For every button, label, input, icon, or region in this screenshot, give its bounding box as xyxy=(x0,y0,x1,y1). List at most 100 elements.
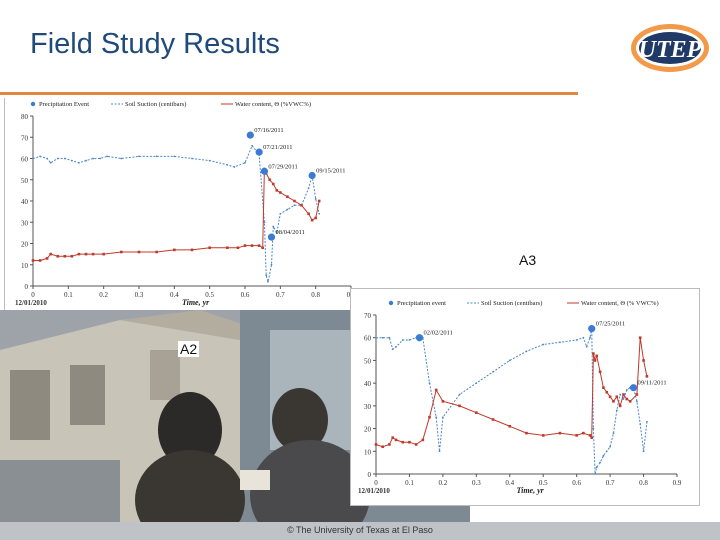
chart-1-precip-event-label: 07/16/2011 xyxy=(254,127,283,134)
chart-2-suction-point xyxy=(595,466,598,469)
chart-2-suction-point xyxy=(602,454,605,457)
chart-2-water-point xyxy=(638,336,642,340)
chart-1-water-point xyxy=(91,252,95,256)
chart-2-suction-point xyxy=(388,336,391,339)
chart-1-suction-point xyxy=(39,155,41,158)
chart-2-legend-water: Water content, Θ (% VWC%) xyxy=(581,300,659,307)
chart-1-water-point xyxy=(268,178,272,182)
chart-1-legend-precip: Precipitation Event xyxy=(39,101,89,108)
chart-1-water-point xyxy=(314,216,317,220)
chart-1-suction-point xyxy=(106,155,109,158)
chart-2-suction-point xyxy=(589,336,591,339)
chart-1-ytick-label: 70 xyxy=(21,134,29,142)
chart-2-water-point xyxy=(615,395,619,399)
chart-1-legend-marker-precip xyxy=(30,101,36,107)
chart-2-water-point xyxy=(628,400,632,403)
chart-2-water-point xyxy=(388,443,391,446)
chart-2-ytick-label: 70 xyxy=(364,312,372,320)
chart-1-water-point xyxy=(102,252,105,256)
chart-1-water-point xyxy=(310,218,314,222)
chart-2-suction-point xyxy=(391,348,394,350)
chart-1-suction-point xyxy=(267,280,269,283)
chart-1-suction-point xyxy=(270,263,273,266)
chart-2-water-point xyxy=(622,393,625,396)
chart-2-water-point xyxy=(391,436,395,439)
chart-2-suction-point xyxy=(635,400,638,403)
chart-1-x-origin-label: 12/01/2010 xyxy=(15,299,47,307)
chart-1-water-point xyxy=(120,250,123,254)
chart-1-suction-point xyxy=(46,157,49,160)
chart-2-water-point xyxy=(458,404,461,408)
chart-2-suction-point xyxy=(435,416,438,419)
chart-2-water-point xyxy=(575,434,578,437)
svg-text:UTEP: UTEP xyxy=(639,37,702,63)
chart-2-water-point xyxy=(558,431,562,435)
chart-1-suction-point xyxy=(251,144,253,147)
chart-2-suction-point xyxy=(458,393,461,396)
chart-1-precip-event-marker xyxy=(260,167,269,175)
chart-2-suction-point xyxy=(375,336,377,339)
chart-1-xtick-label: 0.6 xyxy=(241,291,250,299)
chart-1-water-point xyxy=(226,246,229,250)
chart-2-suction-point xyxy=(615,409,618,412)
chart-1-water-point xyxy=(45,257,49,260)
chart-1-suction-point xyxy=(279,212,282,215)
chart-2-suction-point xyxy=(441,416,444,419)
chart-2-suction-point xyxy=(525,350,528,353)
chart-2-suction-point xyxy=(609,445,612,448)
chart-2-suction-point xyxy=(592,427,595,430)
chart-1-precip-event-label: 08/04/2011 xyxy=(276,229,305,236)
chart-2-legend-precip: Precipitation event xyxy=(397,300,446,307)
chart-2-water-point xyxy=(401,440,405,444)
chart-1-water-point xyxy=(286,195,289,199)
chart-2-water-point xyxy=(625,397,629,401)
chart-2-x-origin-label: 12/01/2010 xyxy=(358,487,390,495)
chart-2-xlabel: Time, yr xyxy=(517,486,545,495)
chart-2-ytick-label: 60 xyxy=(364,335,372,343)
chart-2-water-point xyxy=(434,388,438,392)
chart-1-ytick-label: 10 xyxy=(21,262,29,270)
chart-1-precip-event-marker xyxy=(246,131,254,139)
chart-1-xtick-label: 0.1 xyxy=(64,291,73,299)
chart-2-xtick-label: 0.7 xyxy=(606,479,615,487)
chart-2-water-point xyxy=(394,438,398,442)
chart-2-container: 0 10 20 30 40 50 60 70 0 0.1 0.2 0.3 0.4 0.5 0.6 0.7 0.8… xyxy=(350,288,700,506)
chart-2-suction-point xyxy=(642,450,645,453)
chart-1-ytick-label: 20 xyxy=(21,241,29,249)
chart-2-water-point xyxy=(618,404,622,408)
chart-2-xtick-label: 0.9 xyxy=(673,479,682,487)
chart-1-water-point xyxy=(77,252,81,256)
chart-1-suction-point xyxy=(226,163,229,166)
chart-1-suction-point xyxy=(263,221,266,224)
chart-1-suction-point xyxy=(85,159,87,162)
chart-2-water-point xyxy=(491,418,495,421)
chart-2-water-point xyxy=(374,443,378,446)
chart-2-suction-point xyxy=(428,382,431,385)
chart-1-suction-point xyxy=(63,157,66,160)
chart-2-ytick-label: 50 xyxy=(364,357,372,365)
chart-1-suction-point xyxy=(272,225,275,228)
chart-1-water-point xyxy=(31,259,35,262)
chart-2-water-point xyxy=(428,415,431,419)
chart-1-suction-point xyxy=(32,157,34,160)
chart-2-water-point xyxy=(602,386,605,389)
chart-2-suction-point xyxy=(639,423,642,425)
chart-1-water-point xyxy=(271,182,275,186)
chart-1: 0 10 20 30 40 50 60 70 80 0 0.1 0.2 0.3 0.4 0.5 0.6 0.7 0… xyxy=(15,101,356,307)
chart-2-suction-point xyxy=(646,420,648,423)
chart-1-xtick-label: 0 xyxy=(31,291,35,299)
chart-1-ytick-label: 60 xyxy=(21,156,29,164)
chart-1-suction-point xyxy=(49,161,52,164)
chart-2-water-point xyxy=(645,375,649,378)
chart-2-suction-point xyxy=(585,345,588,348)
chart-2-precip-event-label: 07/25/2011 xyxy=(596,321,625,328)
chart-1-water-point xyxy=(317,199,321,203)
chart-1-ytick-label: 40 xyxy=(21,198,29,206)
chart-1-suction-point xyxy=(314,197,317,200)
chart-1-ytick-label: 50 xyxy=(21,177,29,185)
label-a2: A2 xyxy=(178,341,200,357)
label-a3: A3 xyxy=(517,252,539,268)
chart-2-ytick-label: 30 xyxy=(364,403,372,411)
chart-1-suction-point xyxy=(92,157,94,160)
chart-1-xtick-label: 0.8 xyxy=(311,291,320,299)
